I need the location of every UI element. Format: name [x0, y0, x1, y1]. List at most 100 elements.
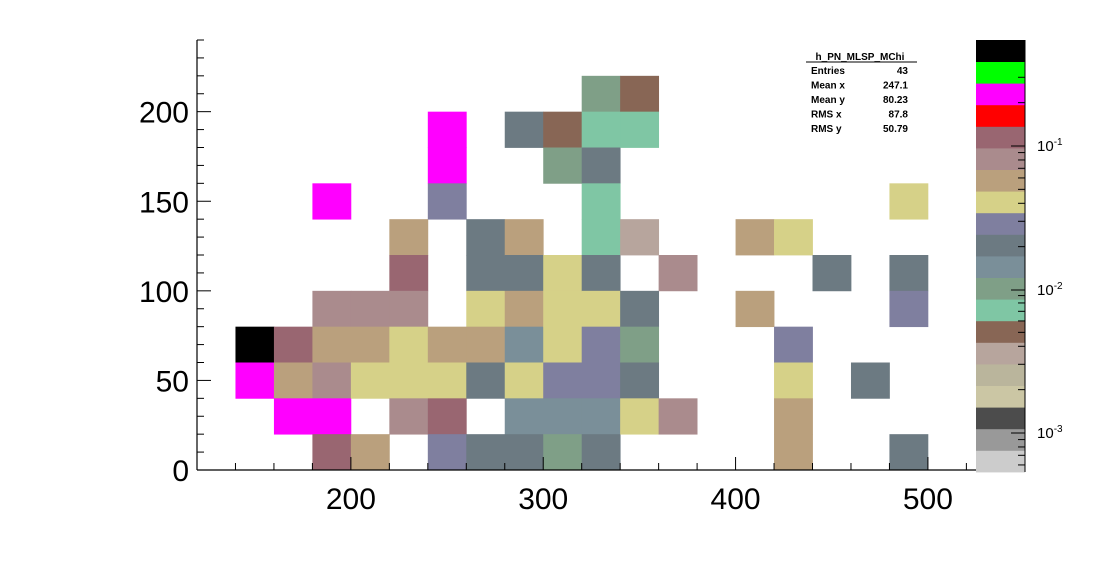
- heatmap-cell: [543, 398, 583, 435]
- heatmap-cell: [273, 398, 313, 435]
- color-scale-swatch: [976, 385, 1025, 408]
- heatmap-cell: [774, 434, 813, 471]
- heatmap-cell: [466, 290, 506, 328]
- heatmap-cell: [389, 362, 429, 399]
- heatmap-cell: [504, 398, 544, 435]
- heatmap-cell: [504, 255, 544, 292]
- color-scale-swatch: [976, 83, 1025, 106]
- heatmap-cell: [504, 326, 544, 363]
- stats-value: 247.1: [883, 81, 908, 92]
- heatmap-cell: [581, 75, 621, 113]
- heatmap-cell: [504, 111, 544, 148]
- heatmap-cell: [812, 255, 852, 292]
- heatmap-cell: [504, 219, 544, 256]
- heatmap-cell: [581, 362, 621, 399]
- stats-value: 50.79: [883, 124, 908, 135]
- heatmap-cell: [581, 434, 621, 471]
- color-scale-swatch: [976, 299, 1025, 322]
- heatmap-cell: [427, 111, 467, 148]
- heatmap-cell: [427, 434, 467, 471]
- heatmap-cell: [427, 398, 467, 435]
- color-scale-swatch: [976, 104, 1025, 127]
- heatmap-cell: [350, 326, 390, 363]
- color-scale: 10-1 10-2 10-3: [976, 40, 1063, 473]
- heatmap-cell: [466, 326, 506, 363]
- y-tick-label: 200: [139, 97, 189, 130]
- stats-label: RMS y: [811, 124, 842, 135]
- heatmap-cell: [581, 219, 621, 256]
- stats-label: RMS x: [811, 110, 842, 121]
- z-tick-label: 10-1: [1037, 137, 1063, 155]
- heatmap-cell: [889, 255, 929, 292]
- heatmap-cell: [581, 183, 621, 220]
- heatmap-cell: [427, 362, 467, 399]
- heatmap-cell: [389, 219, 429, 256]
- heatmap-cell: [889, 434, 929, 471]
- heatmap-cell: [350, 434, 390, 471]
- heatmap-cell: [889, 183, 929, 220]
- heatmap-cell: [581, 111, 621, 148]
- heatmap-cell: [389, 326, 429, 363]
- x-tick-label: 300: [518, 483, 568, 516]
- heatmap-cell: [312, 183, 352, 220]
- stats-title: h_PN_MLSP_MChi: [816, 52, 905, 63]
- heatmap-cell: [389, 398, 429, 435]
- color-scale-swatch: [976, 61, 1025, 84]
- heatmap-cell: [620, 362, 660, 399]
- y-tick-label: 0: [172, 455, 189, 488]
- heatmap-cell: [774, 362, 813, 399]
- heatmap-cell: [466, 255, 506, 292]
- heatmap-cell: [427, 183, 467, 220]
- heatmap-cell: [543, 255, 583, 292]
- stats-label: Mean x: [811, 81, 845, 92]
- heatmap-cell: [312, 362, 352, 399]
- stats-label: Entries: [811, 66, 845, 77]
- color-scale-swatch: [976, 191, 1025, 214]
- heatmap-cell: [273, 326, 313, 363]
- heatmap-cell: [312, 326, 352, 363]
- stats-box: h_PN_MLSP_MChi Entries 43 Mean x 247.1 Mean y…: [806, 52, 917, 135]
- heatmap-cell: [543, 362, 583, 399]
- y-tick-label: 150: [139, 186, 189, 219]
- heatmap-cell: [466, 434, 506, 471]
- color-scale-swatch: [976, 148, 1025, 170]
- plot-axes: 200 300 400 500 0 50 100 150 200: [139, 39, 976, 516]
- color-scale-swatch: [976, 40, 1025, 62]
- color-scale-swatch: [976, 169, 1025, 192]
- z-tick-label: 10-3: [1037, 424, 1063, 442]
- color-scale-swatch: [976, 364, 1025, 386]
- heatmap-cell: [581, 255, 621, 292]
- color-scale-swatch: [976, 428, 1025, 451]
- heatmap-cell: [350, 290, 390, 328]
- heatmap-cell: [543, 434, 583, 471]
- x-tick-label: 200: [326, 483, 376, 516]
- heatmap-cell: [581, 398, 621, 435]
- heatmap-cell: [504, 434, 544, 471]
- heatmap-cell: [543, 290, 583, 328]
- stats-label: Mean y: [811, 95, 845, 106]
- y-tick-label: 100: [139, 276, 189, 309]
- heatmap-cell: [581, 326, 621, 363]
- heatmap-cell: [774, 326, 813, 363]
- stats-value: 87.8: [889, 110, 909, 121]
- x-tick-label: 400: [711, 483, 761, 516]
- heatmap-cell: [735, 290, 775, 328]
- heatmap-cell: [389, 290, 429, 328]
- color-scale-swatch: [976, 126, 1025, 149]
- heatmap-cell: [658, 255, 698, 292]
- heatmap-cell: [774, 398, 813, 435]
- color-scale-swatch: [976, 320, 1025, 343]
- heatmap-cell: [735, 219, 775, 256]
- color-scale-swatch: [976, 234, 1025, 257]
- z-tick-label: 10-2: [1037, 281, 1063, 299]
- color-scale-swatch: [976, 407, 1025, 430]
- heatmap-cell: [504, 362, 544, 399]
- stats-value: 80.23: [883, 95, 908, 106]
- heatmap-cell: [312, 434, 352, 471]
- color-scale-swatch: [976, 450, 1025, 473]
- heatmap-cell: [466, 219, 506, 256]
- heatmap-cell: [620, 398, 660, 435]
- heatmap-cell: [427, 147, 467, 184]
- heatmap-cell: [389, 255, 429, 292]
- heatmap-cell: [466, 362, 506, 399]
